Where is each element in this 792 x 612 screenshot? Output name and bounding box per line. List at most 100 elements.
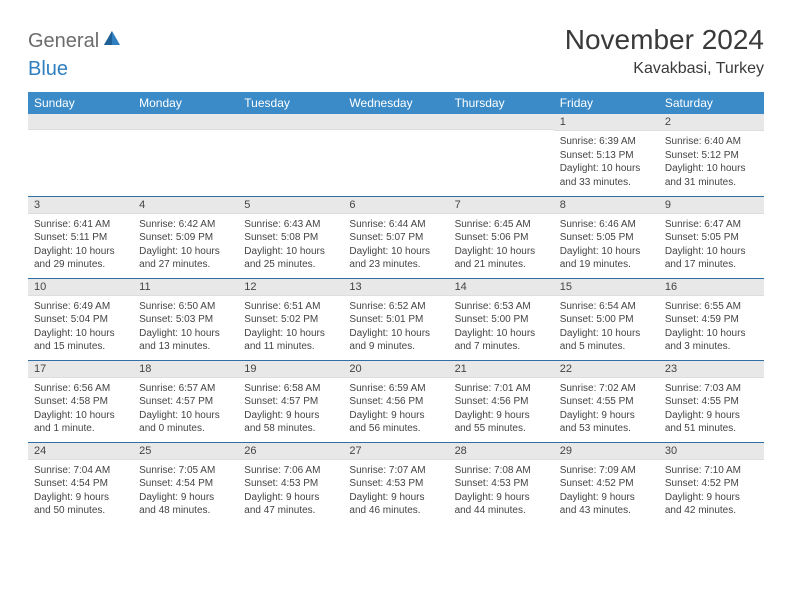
sunrise-text: Sunrise: 7:09 AM [560, 464, 653, 478]
day-details: Sunrise: 6:50 AMSunset: 5:03 PMDaylight:… [133, 296, 238, 358]
sunrise-text: Sunrise: 6:49 AM [34, 300, 127, 314]
daylight-text: Daylight: 9 hours and 58 minutes. [244, 409, 337, 436]
col-friday: Friday [554, 92, 659, 114]
sunrise-text: Sunrise: 6:39 AM [560, 135, 653, 149]
sunset-text: Sunset: 5:02 PM [244, 313, 337, 327]
daylight-text: Daylight: 10 hours and 21 minutes. [455, 245, 548, 272]
daylight-text: Daylight: 10 hours and 5 minutes. [560, 327, 653, 354]
day-number: 29 [554, 443, 659, 460]
day-details: Sunrise: 6:39 AMSunset: 5:13 PMDaylight:… [554, 131, 659, 193]
calendar-day-cell: 22Sunrise: 7:02 AMSunset: 4:55 PMDayligh… [554, 360, 659, 442]
day-details: Sunrise: 6:52 AMSunset: 5:01 PMDaylight:… [343, 296, 448, 358]
day-details: Sunrise: 6:42 AMSunset: 5:09 PMDaylight:… [133, 214, 238, 276]
sunrise-text: Sunrise: 7:01 AM [455, 382, 548, 396]
calendar-day-cell: 7Sunrise: 6:45 AMSunset: 5:06 PMDaylight… [449, 196, 554, 278]
day-details: Sunrise: 6:59 AMSunset: 4:56 PMDaylight:… [343, 378, 448, 440]
sunrise-text: Sunrise: 6:45 AM [455, 218, 548, 232]
sunrise-text: Sunrise: 7:02 AM [560, 382, 653, 396]
daylight-text: Daylight: 9 hours and 42 minutes. [665, 491, 758, 518]
day-details: Sunrise: 7:07 AMSunset: 4:53 PMDaylight:… [343, 460, 448, 522]
day-details: Sunrise: 6:49 AMSunset: 5:04 PMDaylight:… [28, 296, 133, 358]
day-details: Sunrise: 6:57 AMSunset: 4:57 PMDaylight:… [133, 378, 238, 440]
sunset-text: Sunset: 5:12 PM [665, 149, 758, 163]
day-details: Sunrise: 6:53 AMSunset: 5:00 PMDaylight:… [449, 296, 554, 358]
calendar-day-cell: 9Sunrise: 6:47 AMSunset: 5:05 PMDaylight… [659, 196, 764, 278]
day-number: 15 [554, 279, 659, 296]
day-number: 7 [449, 197, 554, 214]
daylight-text: Daylight: 9 hours and 43 minutes. [560, 491, 653, 518]
sunset-text: Sunset: 5:00 PM [560, 313, 653, 327]
sunrise-text: Sunrise: 7:08 AM [455, 464, 548, 478]
day-number: 19 [238, 361, 343, 378]
day-number [28, 114, 133, 130]
sunset-text: Sunset: 4:57 PM [139, 395, 232, 409]
calendar-day-cell: 6Sunrise: 6:44 AMSunset: 5:07 PMDaylight… [343, 196, 448, 278]
day-number: 10 [28, 279, 133, 296]
sunrise-text: Sunrise: 6:55 AM [665, 300, 758, 314]
daylight-text: Daylight: 10 hours and 1 minute. [34, 409, 127, 436]
daylight-text: Daylight: 9 hours and 51 minutes. [665, 409, 758, 436]
day-details: Sunrise: 7:01 AMSunset: 4:56 PMDaylight:… [449, 378, 554, 440]
col-tuesday: Tuesday [238, 92, 343, 114]
day-details: Sunrise: 6:56 AMSunset: 4:58 PMDaylight:… [28, 378, 133, 440]
day-number: 4 [133, 197, 238, 214]
day-number: 8 [554, 197, 659, 214]
sunset-text: Sunset: 4:57 PM [244, 395, 337, 409]
daylight-text: Daylight: 10 hours and 31 minutes. [665, 162, 758, 189]
sunrise-text: Sunrise: 6:59 AM [349, 382, 442, 396]
calendar-day-cell: 28Sunrise: 7:08 AMSunset: 4:53 PMDayligh… [449, 442, 554, 524]
sunset-text: Sunset: 5:00 PM [455, 313, 548, 327]
day-number: 18 [133, 361, 238, 378]
calendar-day-cell: 17Sunrise: 6:56 AMSunset: 4:58 PMDayligh… [28, 360, 133, 442]
daylight-text: Daylight: 10 hours and 13 minutes. [139, 327, 232, 354]
calendar-day-cell: 4Sunrise: 6:42 AMSunset: 5:09 PMDaylight… [133, 196, 238, 278]
day-number: 30 [659, 443, 764, 460]
sunrise-text: Sunrise: 6:42 AM [139, 218, 232, 232]
calendar-day-cell: 3Sunrise: 6:41 AMSunset: 5:11 PMDaylight… [28, 196, 133, 278]
calendar-day-cell: 10Sunrise: 6:49 AMSunset: 5:04 PMDayligh… [28, 278, 133, 360]
sunrise-text: Sunrise: 6:52 AM [349, 300, 442, 314]
calendar-day-cell: 18Sunrise: 6:57 AMSunset: 4:57 PMDayligh… [133, 360, 238, 442]
calendar-day-cell: 5Sunrise: 6:43 AMSunset: 5:08 PMDaylight… [238, 196, 343, 278]
daylight-text: Daylight: 9 hours and 46 minutes. [349, 491, 442, 518]
sunrise-text: Sunrise: 6:44 AM [349, 218, 442, 232]
sunset-text: Sunset: 4:53 PM [349, 477, 442, 491]
sunrise-text: Sunrise: 6:46 AM [560, 218, 653, 232]
day-number: 17 [28, 361, 133, 378]
title-block: November 2024 Kavakbasi, Turkey [565, 24, 764, 78]
sunrise-text: Sunrise: 7:03 AM [665, 382, 758, 396]
day-number: 13 [343, 279, 448, 296]
day-number: 6 [343, 197, 448, 214]
sunrise-text: Sunrise: 6:50 AM [139, 300, 232, 314]
calendar-day-cell [449, 114, 554, 196]
day-number: 11 [133, 279, 238, 296]
day-number: 21 [449, 361, 554, 378]
day-details: Sunrise: 6:43 AMSunset: 5:08 PMDaylight:… [238, 214, 343, 276]
sunrise-text: Sunrise: 7:10 AM [665, 464, 758, 478]
day-number: 9 [659, 197, 764, 214]
calendar-week: 3Sunrise: 6:41 AMSunset: 5:11 PMDaylight… [28, 196, 764, 278]
daylight-text: Daylight: 10 hours and 11 minutes. [244, 327, 337, 354]
day-number [449, 114, 554, 130]
sunrise-text: Sunrise: 6:54 AM [560, 300, 653, 314]
daylight-text: Daylight: 9 hours and 44 minutes. [455, 491, 548, 518]
calendar-day-cell: 21Sunrise: 7:01 AMSunset: 4:56 PMDayligh… [449, 360, 554, 442]
day-number: 2 [659, 114, 764, 131]
calendar-day-cell: 29Sunrise: 7:09 AMSunset: 4:52 PMDayligh… [554, 442, 659, 524]
day-details: Sunrise: 6:41 AMSunset: 5:11 PMDaylight:… [28, 214, 133, 276]
day-number [343, 114, 448, 130]
sunset-text: Sunset: 4:58 PM [34, 395, 127, 409]
calendar-table: Sunday Monday Tuesday Wednesday Thursday… [28, 92, 764, 524]
sunset-text: Sunset: 5:09 PM [139, 231, 232, 245]
sunset-text: Sunset: 5:11 PM [34, 231, 127, 245]
daylight-text: Daylight: 10 hours and 3 minutes. [665, 327, 758, 354]
sunset-text: Sunset: 4:53 PM [455, 477, 548, 491]
sunrise-text: Sunrise: 6:57 AM [139, 382, 232, 396]
day-details: Sunrise: 7:03 AMSunset: 4:55 PMDaylight:… [659, 378, 764, 440]
sunset-text: Sunset: 5:04 PM [34, 313, 127, 327]
location-label: Kavakbasi, Turkey [565, 60, 764, 78]
day-details: Sunrise: 6:46 AMSunset: 5:05 PMDaylight:… [554, 214, 659, 276]
daylight-text: Daylight: 10 hours and 17 minutes. [665, 245, 758, 272]
calendar-day-cell: 19Sunrise: 6:58 AMSunset: 4:57 PMDayligh… [238, 360, 343, 442]
day-details: Sunrise: 7:05 AMSunset: 4:54 PMDaylight:… [133, 460, 238, 522]
